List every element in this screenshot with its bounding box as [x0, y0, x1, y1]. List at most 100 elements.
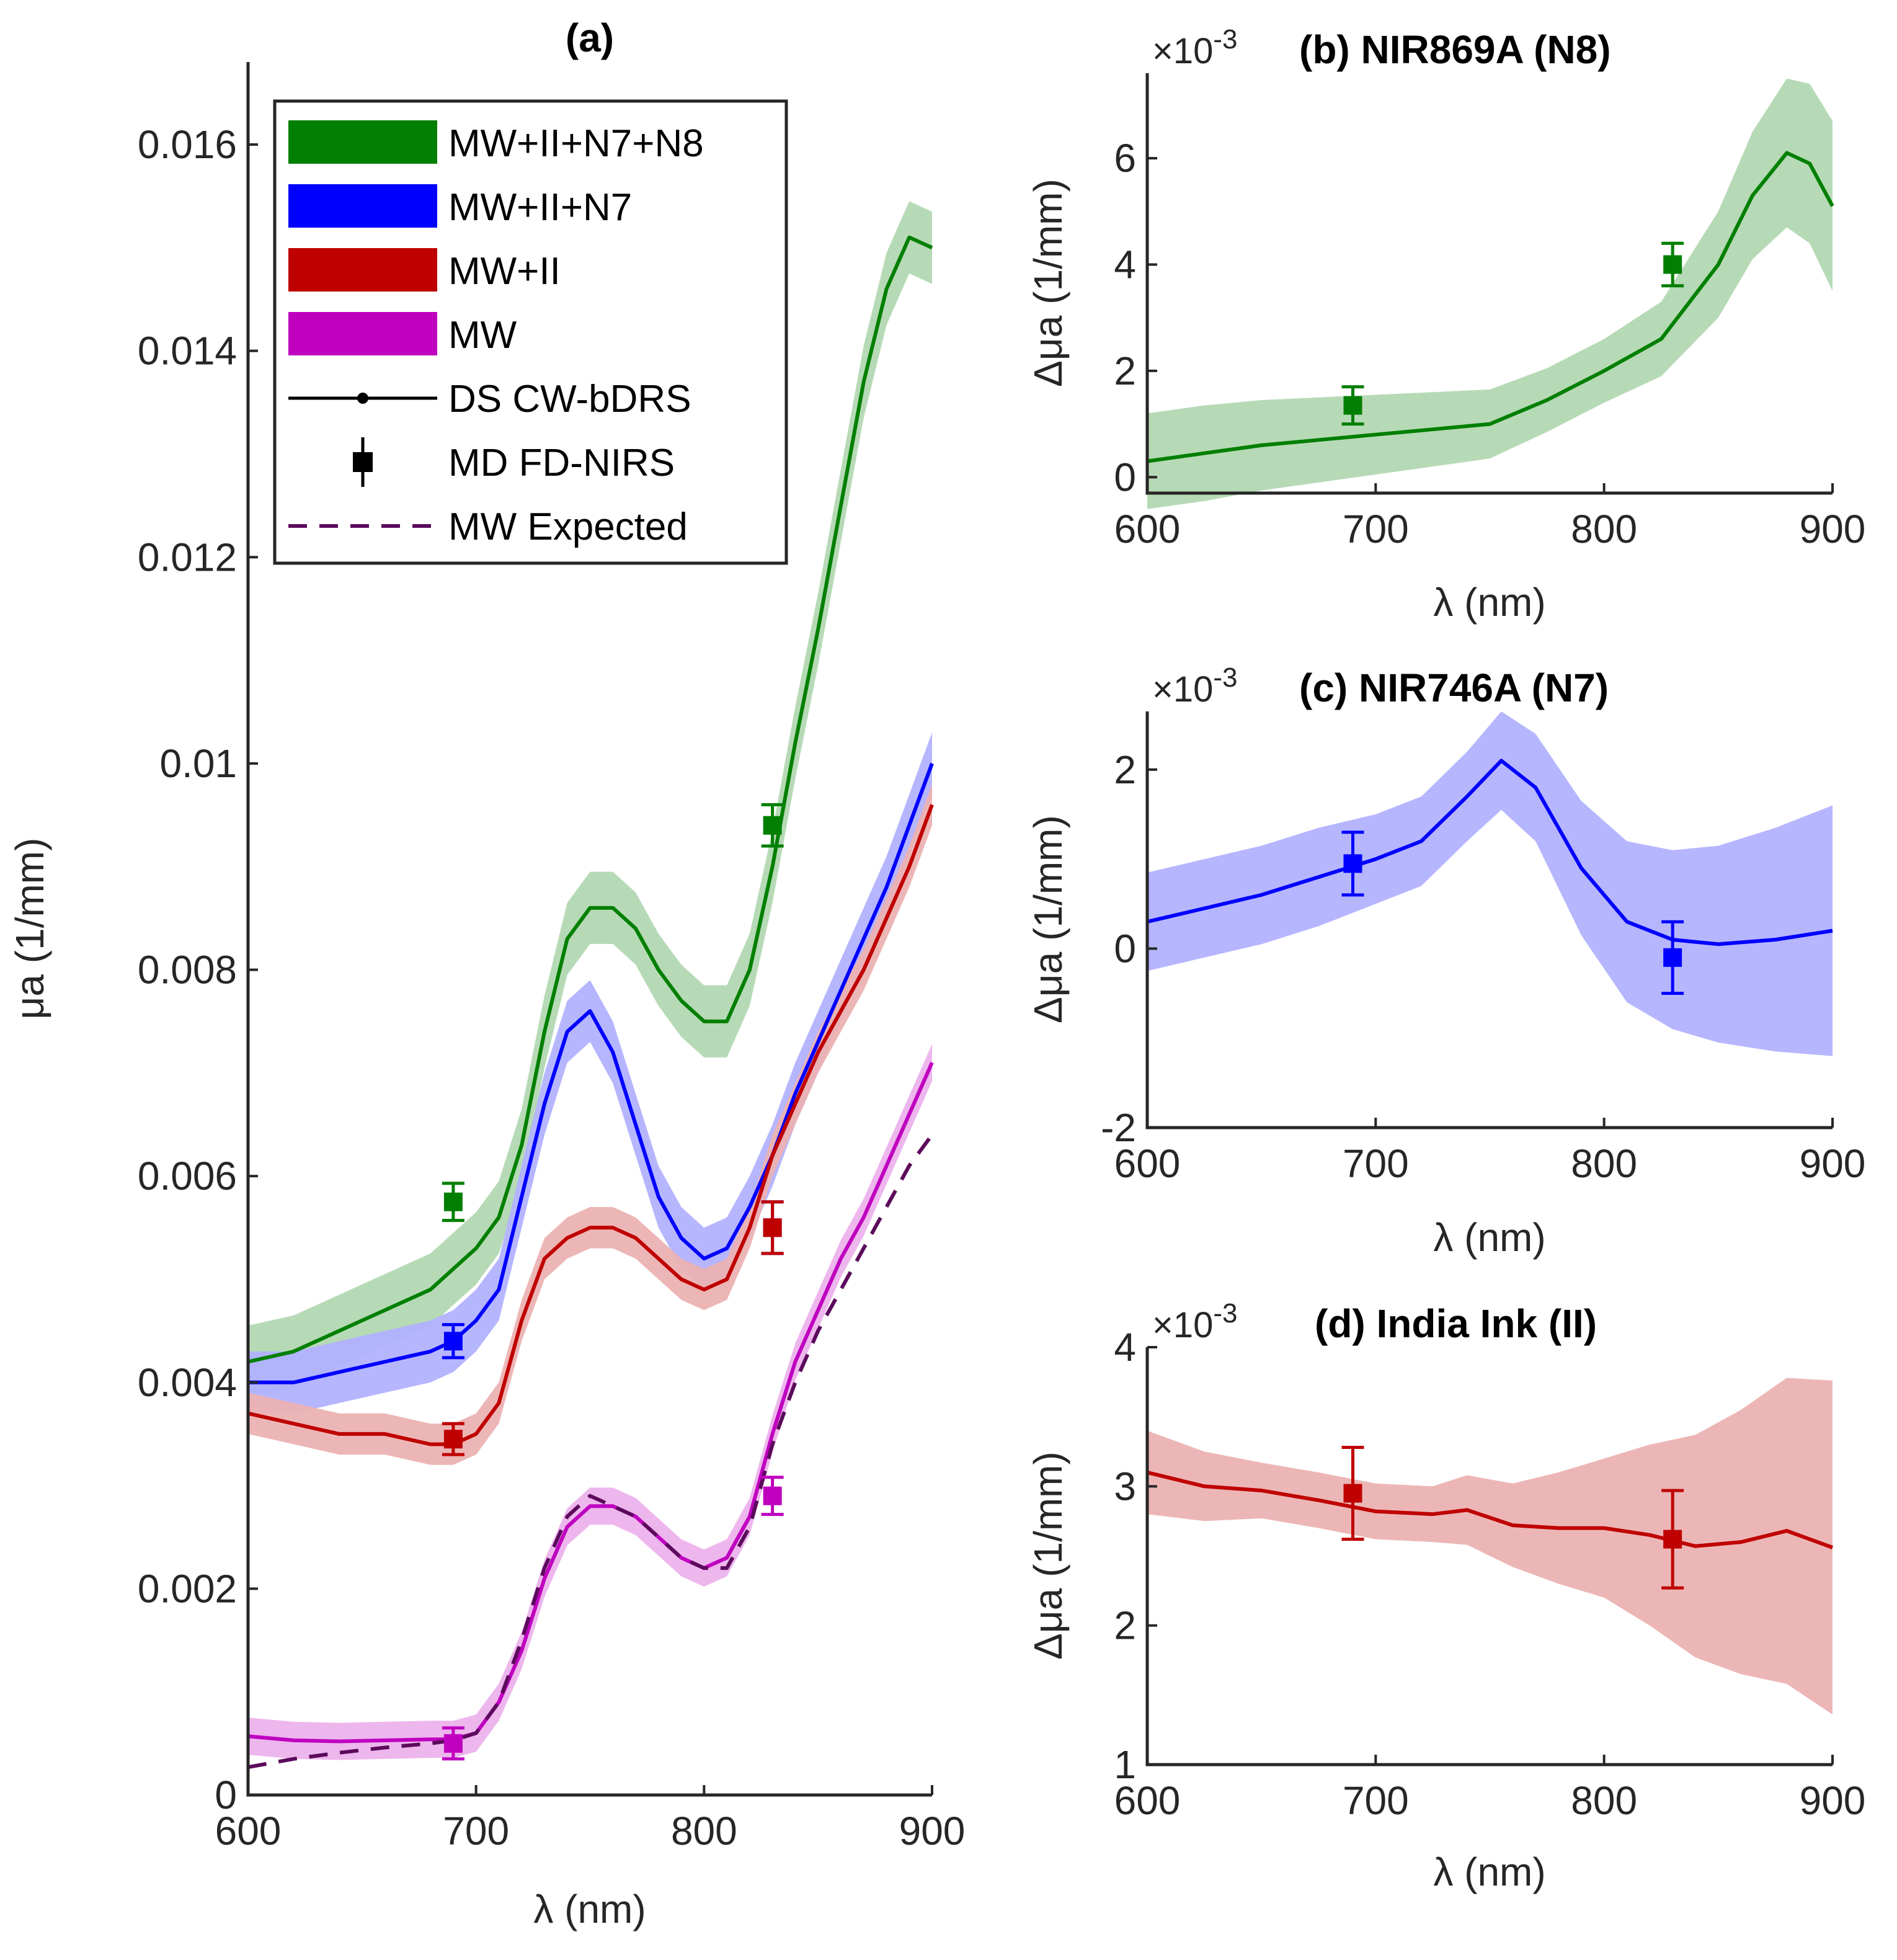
x-tick-label: 600 [1114, 1141, 1181, 1186]
data-point [443, 1430, 463, 1449]
x-tick-label: 800 [1571, 507, 1637, 551]
band-mw-ii-n7-minus-mw-ii [1147, 711, 1833, 1056]
panel-b-xlabel: λ (nm) [1433, 580, 1545, 625]
data-point [1663, 255, 1682, 274]
data-point [443, 1332, 463, 1351]
line-mw-ii-n7-minus-mw-ii [1147, 759, 1833, 947]
y-tick-label: 0.008 [138, 948, 237, 992]
legend: MW+II+N7+N8 MW+II+N7 MW+II MW DS CW-bDRS [273, 99, 788, 565]
y-tick-label: 4 [1114, 243, 1136, 287]
legend-entry-6: MW Expected [288, 506, 688, 548]
x-tick-label: 700 [1343, 1141, 1409, 1186]
y-tick-label: 4 [1114, 1325, 1136, 1370]
x-tick-label: 900 [899, 1809, 966, 1853]
legend-swatch-mw [288, 312, 437, 355]
data-point [443, 1734, 463, 1753]
line-mw-ii-n7 [248, 762, 934, 1384]
legend-label: MW [448, 314, 517, 357]
x-tick-label: 900 [1800, 1141, 1866, 1186]
y-tick-label: 2 [1114, 1603, 1136, 1648]
band-mw-ii-n7 [248, 733, 932, 1414]
legend-label: MD FD-NIRS [448, 442, 675, 484]
legend-label: MW+II+N7 [448, 186, 632, 229]
legend-dot-icon [357, 393, 368, 404]
band-mw [248, 1044, 932, 1760]
panel-c-title: (c) NIR746A (N7) [1299, 666, 1609, 710]
x-tick-label: 600 [1114, 507, 1181, 551]
band-mw-ii-minus-mw [1147, 1378, 1833, 1715]
panel-a-ylabel: μa (1/mm) [7, 838, 52, 1020]
data-point [763, 1486, 782, 1505]
legend-label: MW+II+N7+N8 [448, 122, 704, 165]
y-tick-label: 0.004 [138, 1360, 237, 1405]
x-tick-label: 900 [1800, 1778, 1866, 1823]
data-point [1343, 1484, 1362, 1503]
data-point [1343, 396, 1362, 415]
panel-d-ylabel: Δμa (1/mm) [1026, 1451, 1070, 1660]
y-tick-label: -2 [1101, 1105, 1136, 1150]
panel-d-exponent: ×10-3 [1152, 1298, 1238, 1345]
legend-label: MW Expected [448, 506, 688, 548]
y-tick-label: 3 [1114, 1464, 1136, 1508]
line-mw-ii-n7-n8-minus-mw-ii-n7 [1147, 151, 1834, 463]
panel-c-exponent: ×10-3 [1152, 662, 1238, 710]
panel-b-ylabel: Δμa (1/mm) [1026, 179, 1070, 387]
panel-c: 600 700 800 900-202 ×10-3 (c) NIR746A (N7) … [1026, 662, 1865, 1260]
legend-entry-5: MD FD-NIRS [353, 437, 675, 487]
y-tick-label: 0.012 [138, 535, 237, 579]
panel-b-title: (b) NIR869A (N8) [1299, 27, 1611, 72]
band-mw-ii-n7-n8-minus-mw-ii-n7 [1147, 78, 1833, 509]
y-tick-label: 2 [1114, 747, 1136, 792]
legend-swatch-mw-ii [288, 248, 437, 292]
panel-d-xlabel: λ (nm) [1433, 1850, 1545, 1894]
y-tick-label: 0.014 [138, 329, 237, 373]
legend-entry-4: DS CW-bDRS [288, 378, 691, 421]
y-tick-label: 6 [1114, 136, 1136, 180]
line-mw-expected [247, 1133, 934, 1770]
data-point [763, 816, 782, 835]
y-tick-label: 0.01 [159, 741, 237, 786]
line-mw-ii [247, 804, 934, 1446]
x-tick-label: 600 [215, 1809, 282, 1853]
y-tick-label: 1 [1114, 1742, 1136, 1787]
panel-d: 600 700 800 900 1 2 3 4 ×10-3 (d) India Ink (II… [1026, 1298, 1865, 1894]
panel-c-ylabel: Δμa (1/mm) [1026, 815, 1070, 1023]
line-mw-ii-n7-n8 [247, 235, 933, 1364]
legend-entry-3: MW [288, 312, 517, 357]
panel-c-xlabel: λ (nm) [1433, 1215, 1545, 1260]
y-tick-label: 0.002 [138, 1566, 237, 1611]
x-tick-label: 800 [671, 1809, 737, 1853]
x-tick-label: 800 [1571, 1141, 1637, 1186]
legend-entry-0: MW+II+N7+N8 [288, 120, 704, 165]
legend-entry-2: MW+II [288, 248, 561, 293]
panel-a-xlabel: λ (nm) [533, 1887, 646, 1931]
data-point [1663, 948, 1682, 967]
band-mw-ii [248, 784, 932, 1465]
y-tick-label: 0 [1114, 926, 1136, 971]
y-tick-label: 0.016 [138, 122, 237, 167]
x-tick-label: 600 [1114, 1778, 1181, 1823]
panel-d-title: (d) India Ink (II) [1315, 1301, 1597, 1346]
y-tick-label: 0 [1114, 455, 1136, 499]
data-point [1343, 854, 1362, 873]
panel-b-exponent: ×10-3 [1152, 24, 1238, 71]
data-point [1663, 1530, 1682, 1549]
data-point [443, 1192, 463, 1211]
legend-label: MW+II [448, 250, 561, 293]
legend-swatch-mw-ii-n7 [288, 184, 437, 228]
x-tick-label: 800 [1571, 1778, 1637, 1823]
data-point [763, 1218, 782, 1237]
x-tick-label: 700 [443, 1809, 509, 1853]
y-tick-label: 0 [215, 1773, 237, 1817]
line-mw-ii-minus-mw [1147, 1470, 1834, 1549]
x-tick-label: 900 [1800, 507, 1866, 551]
y-tick-label: 0.006 [138, 1154, 237, 1198]
panel-a: 600 700 800 900 0 0.002 0.004 0.006 0.008 0.01 0.0… [7, 16, 965, 1931]
x-tick-label: 700 [1343, 1778, 1409, 1823]
panel-a-title: (a) [566, 16, 614, 60]
legend-square-icon [353, 452, 373, 472]
legend-label: DS CW-bDRS [448, 378, 691, 421]
x-tick-label: 700 [1343, 507, 1409, 551]
y-tick-label: 2 [1114, 349, 1136, 393]
